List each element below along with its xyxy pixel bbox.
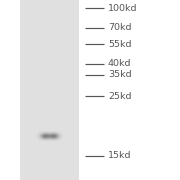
Text: 70kd: 70kd bbox=[108, 23, 132, 32]
Text: 40kd: 40kd bbox=[108, 59, 132, 68]
Text: 35kd: 35kd bbox=[108, 70, 132, 79]
Text: 15kd: 15kd bbox=[108, 151, 132, 160]
Text: 55kd: 55kd bbox=[108, 40, 132, 49]
Text: 25kd: 25kd bbox=[108, 92, 132, 101]
Bar bbox=[20, 0, 79, 180]
Text: 100kd: 100kd bbox=[108, 4, 138, 13]
